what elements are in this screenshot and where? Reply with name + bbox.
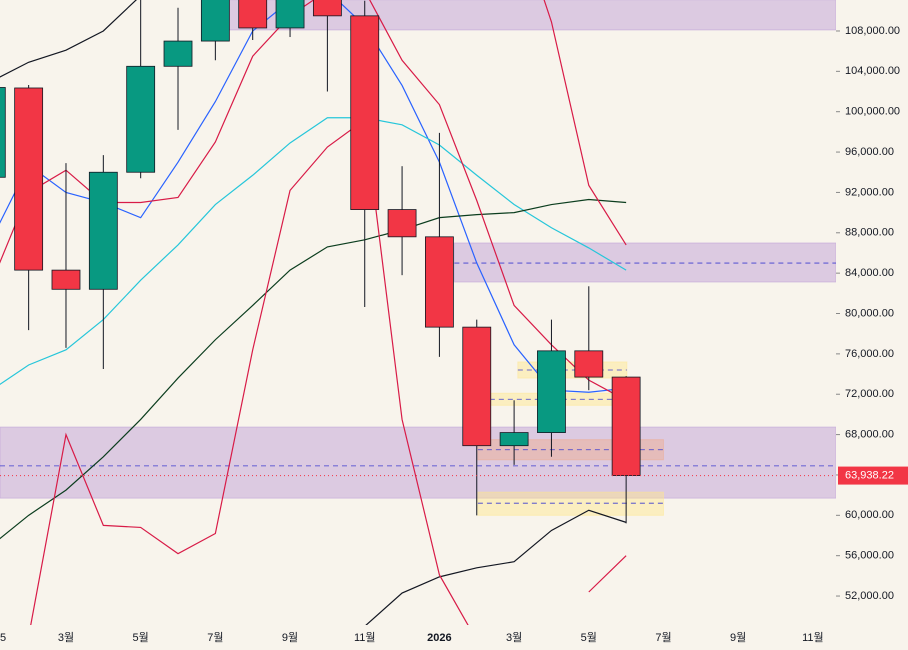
indicator-line — [0, 198, 627, 540]
candle-body — [238, 0, 268, 29]
y-tick-label: 108,000.00 — [845, 25, 900, 37]
candle-body — [425, 236, 454, 328]
y-tick-label: 56,000.00 — [845, 550, 894, 562]
y-tick-label: 76,000.00 — [845, 348, 894, 360]
candle-body — [14, 87, 44, 271]
x-tick-label: 5 — [0, 632, 6, 644]
y-tick-label: 96,000.00 — [845, 146, 894, 158]
x-tick-label: 11월 — [354, 631, 376, 644]
price-zone — [214, 0, 836, 31]
last-price-label: 63,938.22 — [845, 469, 894, 481]
candle-body — [574, 350, 604, 378]
price-zone — [453, 242, 836, 283]
y-tick-label: 72,000.00 — [845, 388, 894, 400]
candle-body — [163, 40, 193, 67]
indicator-line — [543, 0, 627, 246]
x-tick-label: 9월 — [730, 631, 746, 644]
candle-body — [537, 350, 566, 433]
candle-body — [611, 376, 641, 476]
x-tick-label: 3월 — [506, 631, 522, 644]
y-tick-label: 92,000.00 — [845, 186, 894, 198]
candle-body — [499, 432, 529, 447]
x-tick-label: 7월 — [655, 631, 671, 644]
y-tick-label: 104,000.00 — [845, 65, 900, 77]
last-price-badge — [838, 466, 908, 485]
x-tick-label: 9월 — [282, 631, 298, 644]
candle-body — [126, 65, 156, 173]
y-tick-label: 52,000.00 — [845, 590, 894, 602]
x-tick-label: 2026 — [427, 632, 451, 644]
indicator-line — [0, 0, 627, 625]
x-tick-label: 11월 — [802, 631, 824, 644]
indicator-line — [30, 118, 627, 625]
plot-area — [0, 0, 836, 625]
price-zone — [477, 491, 664, 516]
candle-body — [88, 171, 118, 290]
axes: 52,000.0056,000.0060,000.0064,000.0068,0… — [0, 25, 908, 644]
y-tick-label: 68,000.00 — [845, 429, 894, 441]
candle-body — [275, 0, 305, 29]
x-tick-label: 3월 — [58, 631, 74, 644]
x-tick-label: 5월 — [133, 631, 149, 644]
indicator-line — [0, 117, 627, 386]
y-tick-label: 88,000.00 — [845, 227, 894, 239]
x-tick-label: 7월 — [207, 631, 223, 644]
y-tick-label: 80,000.00 — [845, 307, 894, 319]
candle-body — [0, 87, 6, 178]
y-tick-label: 100,000.00 — [845, 106, 900, 118]
candle-body — [387, 209, 417, 238]
x-tick-label: 5월 — [581, 631, 597, 644]
candle-body — [200, 0, 230, 42]
candle-body — [350, 15, 380, 210]
y-tick-label: 60,000.00 — [845, 509, 894, 521]
y-tick-label: 84,000.00 — [845, 267, 894, 279]
candle-body — [51, 269, 81, 290]
candle-body — [462, 326, 492, 447]
candle-body — [312, 0, 342, 17]
